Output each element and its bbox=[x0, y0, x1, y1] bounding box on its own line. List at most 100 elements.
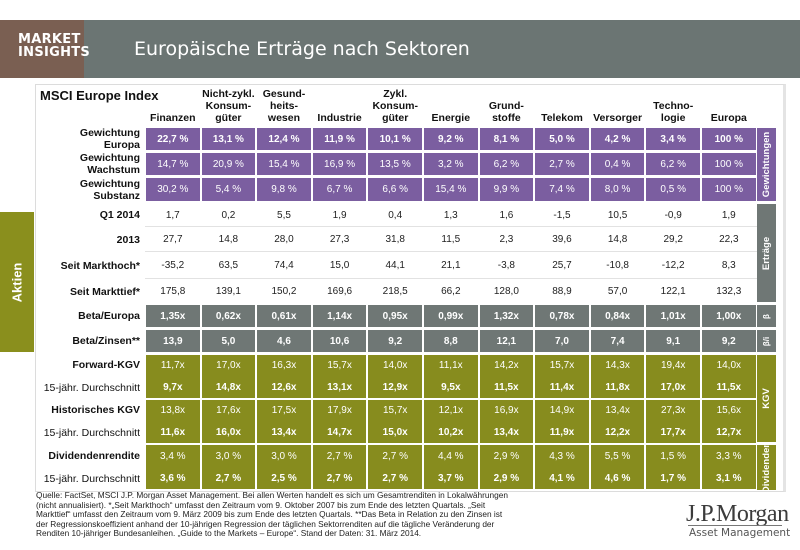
table-cell: 16,9x bbox=[479, 400, 534, 421]
table-cell: -35,2 bbox=[145, 252, 201, 279]
table-cell: 9,7x bbox=[146, 376, 200, 398]
table-cell: 1,3 bbox=[423, 203, 479, 227]
table-cell: 15,0x bbox=[368, 421, 422, 443]
table-cell: 10,2x bbox=[424, 421, 478, 443]
market-insights-badge bbox=[0, 20, 84, 78]
table-cell: 1,7 % bbox=[646, 467, 700, 489]
table-cell: 28,0 bbox=[256, 227, 312, 252]
table-cell: 14,7x bbox=[312, 421, 367, 443]
table-cell: 0,61x bbox=[257, 305, 311, 327]
side-label-kgv: KGV bbox=[757, 355, 776, 442]
side-label-text: Gewichtungen bbox=[761, 131, 773, 198]
table-cell: 2,5 % bbox=[257, 467, 311, 489]
table-cell: 9,1 bbox=[646, 330, 700, 352]
side-label-text: β/i bbox=[761, 336, 771, 346]
row-label-line: Seit Markttief* bbox=[69, 285, 140, 298]
table-cell: 2,7 % bbox=[201, 467, 256, 489]
table-cell: 4,3 % bbox=[535, 445, 589, 467]
badge-line-1: MARKET bbox=[18, 32, 81, 47]
table-cell: 6,6 % bbox=[368, 178, 422, 201]
table-cell: 0,4 bbox=[367, 203, 423, 227]
row-label: 2013 bbox=[40, 227, 140, 252]
table-cell: 12,1x bbox=[424, 400, 478, 421]
table-cell: 4,6 % bbox=[590, 467, 645, 489]
table-cell: 6,7 % bbox=[312, 178, 367, 201]
table-cell: 11,5x bbox=[702, 376, 756, 398]
table-cell: 2,7 % bbox=[312, 445, 367, 467]
table-cell: 3,4 % bbox=[146, 445, 200, 467]
table-cell: 6,2 % bbox=[646, 153, 700, 175]
table-cell: 7,0 bbox=[535, 330, 589, 352]
row-label: Dividendenrendite bbox=[40, 444, 140, 467]
table-cell: 11,5 bbox=[423, 227, 479, 252]
column-header: Industrie bbox=[312, 88, 368, 124]
table-cell: 3,0 % bbox=[257, 445, 311, 467]
column-header: Versorger bbox=[590, 88, 646, 124]
column-header-line: Telekom bbox=[541, 112, 583, 124]
table-cell: 25,7 bbox=[534, 252, 590, 279]
row-label-line: Gewichtung bbox=[79, 152, 140, 164]
table-cell: 13,4x bbox=[479, 421, 534, 443]
column-header-line: wesen bbox=[267, 112, 301, 124]
table-cell: 2,9 % bbox=[479, 445, 534, 467]
table-cell: 8,3 bbox=[701, 252, 757, 279]
row-label: Forward-KGV bbox=[40, 354, 140, 376]
side-label-text: Erträge bbox=[761, 236, 773, 270]
side-label-ertraege: Erträge bbox=[757, 204, 776, 302]
table-cell: 9,2 bbox=[702, 330, 756, 352]
table-cell: 12,2x bbox=[590, 421, 645, 443]
row-label-line: Gewichtung bbox=[79, 127, 140, 139]
table-cell: 4,2 % bbox=[590, 128, 645, 150]
table-cell: 13,5 % bbox=[368, 153, 422, 175]
table-cell: -12,2 bbox=[645, 252, 701, 279]
column-header-line: logie bbox=[660, 112, 686, 124]
table-cell: 4,1 % bbox=[535, 467, 589, 489]
row-label-line: 15-jähr. Durchschnitt bbox=[43, 472, 140, 485]
table-cell: 15,7x bbox=[368, 400, 422, 421]
table-cell: 11,4x bbox=[535, 376, 589, 398]
table-cell: 15,6x bbox=[702, 400, 756, 421]
table-cell: 17,6x bbox=[201, 400, 256, 421]
row-label-line: Beta/Zinsen** bbox=[72, 335, 140, 347]
table-cell: 0,4 % bbox=[590, 153, 645, 175]
table-cell: 11,6x bbox=[146, 421, 200, 443]
table-cell: 5,4 % bbox=[201, 178, 256, 201]
table-cell: 17,5x bbox=[257, 400, 311, 421]
table-cell: 3,3 % bbox=[702, 445, 756, 467]
table-cell: 2,7 % bbox=[535, 153, 589, 175]
column-header: Nicht-zykl. Konsum-güter bbox=[201, 88, 257, 124]
row-label: Historisches KGV bbox=[40, 399, 140, 421]
table-cell: 0,84x bbox=[590, 305, 645, 327]
table-cell: 12,6x bbox=[257, 376, 311, 398]
row-label: 15-jähr. Durchschnitt bbox=[34, 421, 140, 444]
table-cell: 9,9 % bbox=[479, 178, 534, 201]
column-header-line: Gesund- bbox=[262, 88, 306, 100]
table-cell: 5,0 bbox=[201, 330, 256, 352]
table-cell: -0,9 bbox=[645, 203, 701, 227]
column-header-line: Konsum- bbox=[372, 100, 418, 112]
column-header-line: Nicht-zykl. bbox=[202, 88, 255, 100]
row-label-line: Q1 2014 bbox=[99, 209, 140, 221]
column-header: Telekom bbox=[534, 88, 590, 124]
table-cell: 122,1 bbox=[645, 279, 701, 304]
row-label-line: Beta/Europa bbox=[78, 310, 140, 322]
row-label: 15-jähr. Durchschnitt bbox=[34, 467, 140, 490]
row-label: Gewichtung Substanz bbox=[40, 177, 140, 202]
row-label-line: Gewichtung bbox=[79, 177, 140, 190]
table-cell: 2,7 % bbox=[368, 445, 422, 467]
row-label-line: Substanz bbox=[93, 189, 140, 202]
market-insights-logo: MARKET INSIGHTS bbox=[18, 33, 90, 59]
table-cell: 1,35x bbox=[146, 305, 200, 327]
logo-subtitle: Asset Management bbox=[689, 527, 791, 539]
table-cell: 29,2 bbox=[645, 227, 701, 252]
table-cell: 1,9 bbox=[311, 203, 368, 227]
table-cell: 139,1 bbox=[200, 279, 257, 304]
side-label-dividenden: Dividenden bbox=[757, 445, 776, 490]
table-cell: 3,6 % bbox=[146, 467, 200, 489]
table-cell: 17,9x bbox=[312, 400, 367, 421]
table-cell: 57,0 bbox=[589, 279, 646, 304]
table-cell: 27,7 bbox=[145, 227, 201, 252]
table-cell: 100 % bbox=[702, 128, 756, 150]
row-label-line: 15-jähr. Durchschnitt bbox=[43, 381, 140, 394]
table-cell: 88,9 bbox=[534, 279, 590, 304]
